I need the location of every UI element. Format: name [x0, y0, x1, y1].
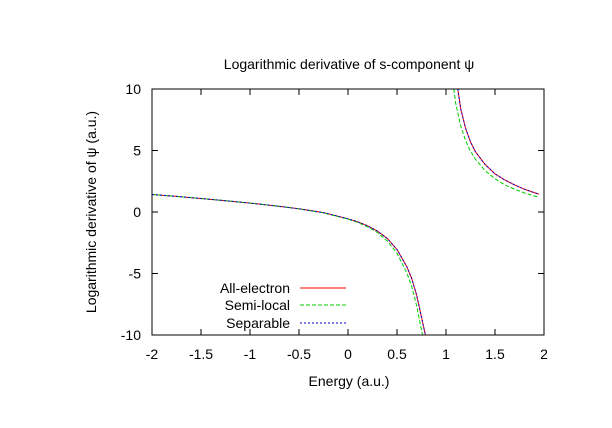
x-tick-label: -0.5 [287, 346, 311, 362]
chart-title: Logarithmic derivative of s-component ψ [224, 56, 474, 72]
y-axis-label-group: Logarithmic derivative of ψ (a.u.) [83, 111, 99, 313]
x-tick-label: 1.5 [485, 346, 505, 362]
series-line-2-segment-1 [457, 89, 540, 195]
x-tick-label: -1 [244, 346, 257, 362]
legend-label: Semi-local [225, 297, 290, 313]
y-tick-label: 10 [125, 81, 141, 97]
x-tick-label: -1.5 [189, 346, 213, 362]
legend-label: Separable [226, 315, 290, 331]
series-line-2-segment-0 [152, 194, 426, 335]
x-tick-label: 1 [442, 346, 450, 362]
x-tick-label: -2 [146, 346, 159, 362]
legend-label: All-electron [220, 280, 290, 296]
x-axis-label: Energy (a.u.) [309, 373, 390, 389]
y-tick-label: 0 [133, 204, 141, 220]
y-tick-label: -10 [121, 327, 141, 343]
x-tick-label: 2 [540, 346, 548, 362]
plot-frame [151, 88, 545, 336]
x-tick-label: 0.5 [387, 346, 407, 362]
series-line-1-segment-1 [453, 89, 540, 198]
tick-labels: -2 -1.5 -1 -0.5 0 0.5 1 1.5 2 -10 -5 0 5 10 [121, 81, 548, 362]
y-axis-label: Logarithmic derivative of ψ (a.u.) [83, 111, 99, 313]
y-tick-label: 5 [133, 143, 141, 159]
series-lines [152, 89, 540, 335]
x-tick-label: 0 [344, 346, 352, 362]
y-tick-label: -5 [129, 266, 142, 282]
